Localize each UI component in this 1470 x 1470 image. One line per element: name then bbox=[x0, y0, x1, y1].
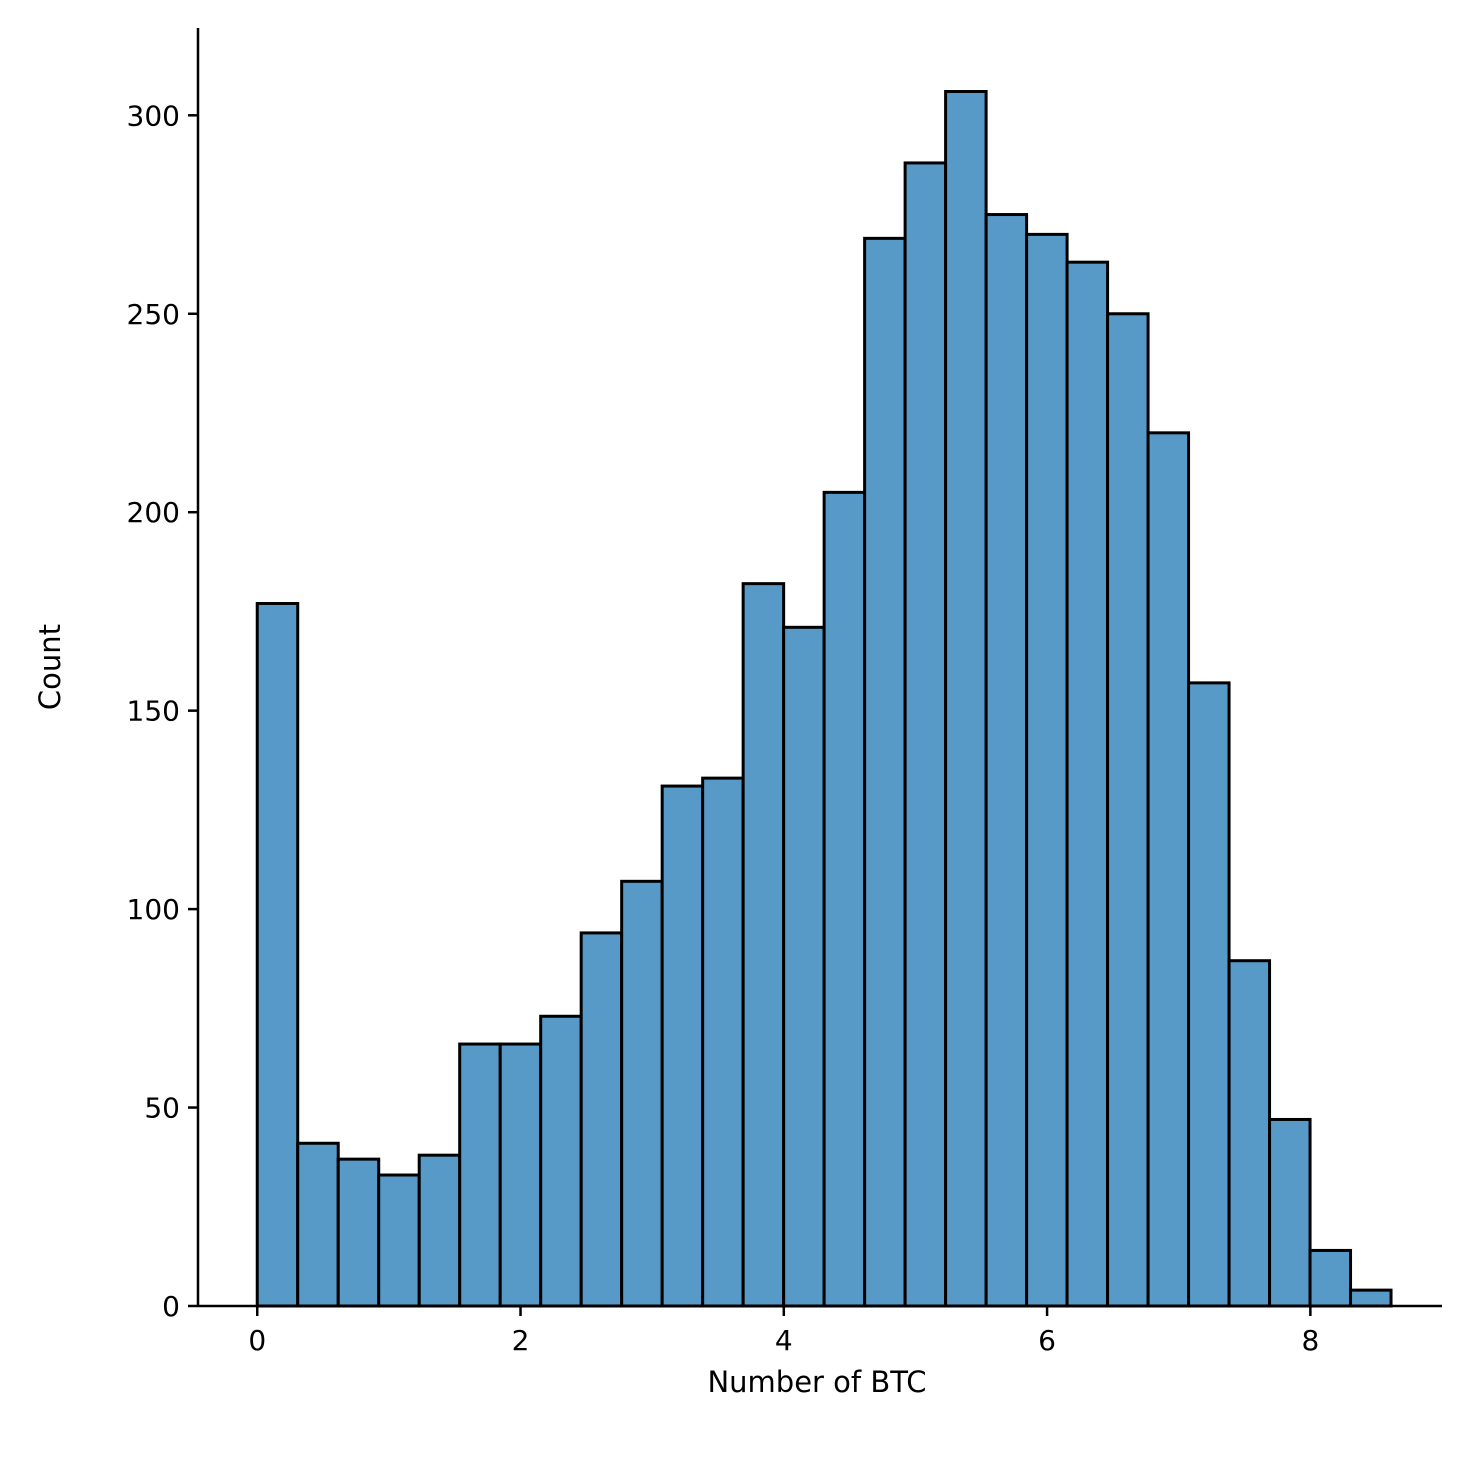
histogram-bar bbox=[1308, 1248, 1353, 1308]
histogram-bar bbox=[782, 625, 826, 1308]
histogram-bar bbox=[458, 1042, 502, 1308]
y-tick-label: 50 bbox=[144, 1092, 180, 1125]
x-tick-label: 4 bbox=[775, 1324, 793, 1357]
histogram-bar bbox=[1025, 232, 1069, 1308]
y-tick-label: 150 bbox=[127, 695, 180, 728]
histogram-bar bbox=[1065, 260, 1110, 1308]
x-tick-label: 6 bbox=[1038, 1324, 1056, 1357]
histogram-bar bbox=[498, 1042, 543, 1308]
histogram-bar bbox=[579, 931, 624, 1308]
y-tick-label: 0 bbox=[162, 1290, 180, 1323]
histogram-bar bbox=[822, 490, 867, 1308]
x-axis-title: Number of BTC bbox=[707, 1365, 926, 1399]
y-tick-label: 200 bbox=[127, 496, 180, 529]
histogram-bar bbox=[296, 1141, 340, 1308]
histogram-bar bbox=[377, 1173, 421, 1308]
y-axis-ticks: 0 50 100 150 200 250 300 bbox=[127, 99, 198, 1323]
histogram-bar bbox=[741, 582, 786, 1308]
histogram-bar bbox=[620, 879, 664, 1308]
histogram-bar bbox=[903, 161, 948, 1308]
y-tick-label: 300 bbox=[127, 99, 180, 132]
histogram-bar bbox=[1349, 1288, 1393, 1308]
histogram-bar bbox=[660, 784, 705, 1308]
x-tick-label: 0 bbox=[248, 1324, 266, 1357]
x-axis-ticks: 0 2 4 6 8 bbox=[248, 1306, 1319, 1357]
y-tick-label: 250 bbox=[127, 298, 180, 331]
y-tick-label: 100 bbox=[127, 893, 180, 926]
histogram-bar bbox=[539, 1014, 583, 1308]
histogram-bar bbox=[1106, 312, 1150, 1308]
histogram-bar bbox=[1187, 681, 1231, 1308]
histogram-bar bbox=[255, 601, 300, 1308]
histogram-bar bbox=[417, 1153, 462, 1308]
histogram-bar bbox=[944, 90, 988, 1308]
histogram-bar bbox=[984, 213, 1029, 1308]
y-axis-title: Count bbox=[33, 624, 67, 710]
histogram-bar bbox=[1227, 959, 1272, 1308]
histogram-bar bbox=[863, 236, 907, 1308]
histogram-bar bbox=[336, 1157, 381, 1308]
histogram-bar bbox=[1268, 1117, 1312, 1308]
histogram-bar bbox=[701, 776, 745, 1308]
x-tick-label: 2 bbox=[512, 1324, 530, 1357]
histogram-bar bbox=[1146, 431, 1191, 1308]
histogram-bars bbox=[255, 90, 1393, 1308]
x-tick-label: 8 bbox=[1301, 1324, 1319, 1357]
